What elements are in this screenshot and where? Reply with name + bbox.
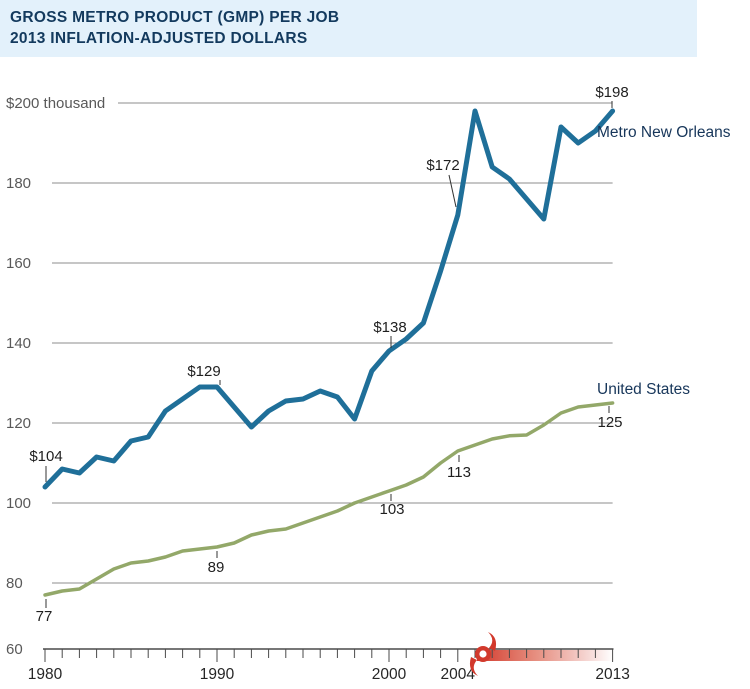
svg-text:100: 100 — [6, 495, 31, 512]
svg-text:2013: 2013 — [595, 666, 629, 683]
annotation-113: 113 — [447, 464, 471, 481]
annotation-172: $172 — [426, 157, 459, 174]
svg-text:2004: 2004 — [441, 666, 476, 683]
united-states-label: United States — [597, 381, 690, 398]
annotation-138: $138 — [373, 319, 406, 336]
svg-text:80: 80 — [6, 575, 23, 592]
chart-subtitle: 2013 INFLATION-ADJUSTED DOLLARS — [10, 30, 308, 47]
hurricane-icon — [469, 632, 497, 676]
svg-text:120: 120 — [6, 415, 31, 432]
svg-text:160: 160 — [6, 255, 31, 272]
annotation-103: 103 — [379, 501, 404, 518]
y-axis-labels: $200 thousand 180 160 140 120 100 80 60 — [6, 95, 105, 658]
leader-172 — [448, 174, 457, 208]
united-states-line — [43, 401, 615, 597]
metro-new-orleans-line — [42, 108, 616, 490]
svg-text:60: 60 — [6, 641, 23, 658]
annotation-89: 89 — [208, 559, 225, 576]
x-axis-year-labels: 1980 1990 2000 2004 2013 — [28, 666, 630, 683]
annotation-198: $198 — [595, 84, 628, 101]
svg-text:2000: 2000 — [372, 666, 407, 683]
metro-new-orleans-label: Metro New Orleans — [597, 124, 731, 141]
chart-title-banner: GROSS METRO PRODUCT (GMP) PER JOB 2013 I… — [0, 0, 697, 57]
x-axis-ticks — [44, 649, 614, 662]
annotation-104: $104 — [29, 448, 62, 465]
annotation-125: 125 — [597, 414, 622, 431]
gridlines — [52, 102, 613, 584]
svg-text:1990: 1990 — [200, 666, 235, 683]
svg-text:1980: 1980 — [28, 666, 63, 683]
svg-text:140: 140 — [6, 335, 31, 352]
chart-title: GROSS METRO PRODUCT (GMP) PER JOB — [10, 9, 340, 26]
svg-text:$200 thousand: $200 thousand — [6, 95, 105, 112]
annotation-77: 77 — [36, 608, 53, 625]
post-katrina-highlight-band — [477, 650, 613, 661]
svg-text:180: 180 — [6, 175, 31, 192]
annotation-129: $129 — [187, 363, 220, 380]
